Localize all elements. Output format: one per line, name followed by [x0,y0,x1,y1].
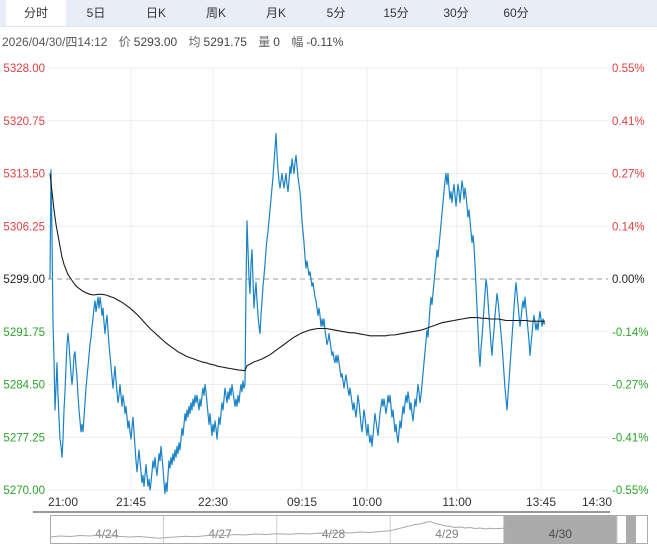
navigator-session-4-30[interactable]: 4/30 [503,516,617,543]
change-range-label: 幅 [291,35,304,49]
intraday-chart[interactable]: 5328.00 0.55% 5320.75 0.41% 5313.50 0.27% 5306… [0,54,657,515]
left-axis-price-label: 5270.00 [3,485,45,497]
navigator-session-date: 4/28 [322,527,346,541]
tab-30min[interactable]: 30分 [443,6,469,20]
volume-label: 量 [258,35,271,49]
change-range-value: -0.11% [306,35,344,49]
navigator-session-4-29[interactable]: 4/29 [389,516,459,543]
right-axis-percent-label: 0.14% [612,221,645,233]
time-axis-label: 21:00 [48,495,78,509]
quote-datetime: 2026/04/30/四14:12 [2,35,108,49]
time-axis-label: 21:45 [116,495,146,509]
period-tabbar: 分时 5日 日K 周K 月K 5分 15分 30分 60分 [0,0,657,27]
session-navigator: 4/24 4/27 4/28 4/29 4/30 [49,515,648,544]
tab-60min[interactable]: 60分 [503,6,529,20]
navigator-session-date: 4/29 [435,527,459,541]
navigator-right-handle[interactable] [626,516,636,543]
time-axis-label: 14:30 [582,495,612,509]
volume-value: 0 [273,35,280,49]
tab-weekly-k[interactable]: 周K [205,6,226,20]
navigator-session-4-27[interactable]: 4/27 [162,516,232,543]
navigator-session-4-24[interactable]: 4/24 [95,527,119,541]
left-axis-price-label: 5291.75 [3,327,45,339]
right-axis-percent-label: 0.41% [612,116,645,128]
right-axis-percent-label: 0.00% [612,274,645,286]
right-axis-percent-label: 0.55% [612,63,645,75]
left-axis-price-label: 5313.50 [3,169,45,181]
right-axis-percent-label: 0.27% [612,169,645,181]
price-label: 价 [118,35,131,49]
right-axis-percent-label: -0.55% [612,485,648,497]
average-line [49,173,545,372]
tab-5min[interactable]: 5分 [326,6,346,20]
tab-monthly-k[interactable]: 月K [265,6,286,20]
left-axis-price-label: 5277.25 [3,432,45,444]
navigator-session-date: 4/30 [549,527,573,541]
navigator-session-4-28[interactable]: 4/28 [276,516,346,543]
left-axis-price-label: 5299.00 [3,274,45,286]
time-axis-label: 11:00 [442,495,471,509]
time-axis-label: 13:45 [526,495,556,509]
navigator-session-date: 4/24 [95,527,119,541]
right-axis-percent-label: -0.27% [612,380,648,392]
right-axis-percent-label: -0.41% [612,432,648,444]
price-line [49,132,546,495]
left-axis-price-label: 5284.50 [3,380,45,392]
tab-daily-k[interactable]: 日K [145,6,166,20]
tab-15min[interactable]: 15分 [383,6,409,20]
average-label: 均 [188,35,201,49]
tab-intraday[interactable]: 分时 [6,0,66,26]
average-value: 5291.75 [203,35,247,49]
navigator-mini-line [49,520,616,539]
navigator-selected-range[interactable] [503,516,617,543]
left-axis-price-label: 5320.75 [3,116,45,128]
tab-5day[interactable]: 5日 [86,6,106,20]
time-axis-label: 22:30 [198,495,228,509]
right-axis-percent-label: -0.14% [612,327,648,339]
price-value: 5293.00 [133,35,178,49]
time-axis-label: 10:00 [352,495,382,509]
left-axis-price-label: 5306.25 [3,221,45,233]
navigator-session-date: 4/27 [208,527,232,541]
time-axis-label: 09:15 [287,495,317,509]
left-axis-price-label: 5328.00 [3,63,45,75]
